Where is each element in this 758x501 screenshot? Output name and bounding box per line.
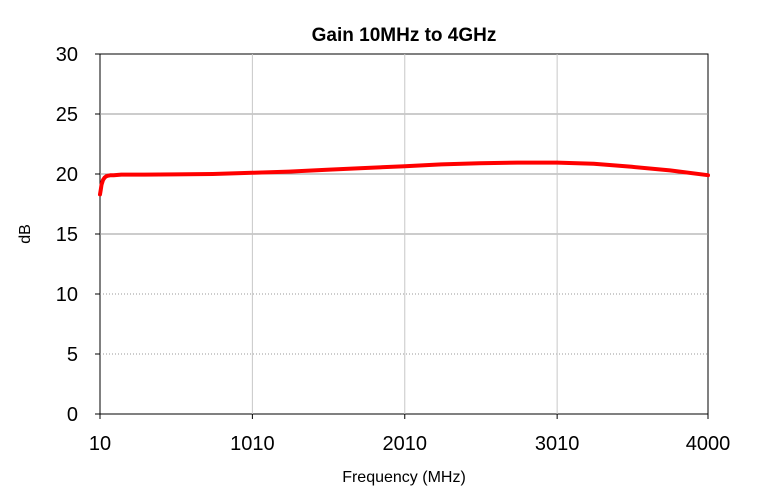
data-point: [99, 188, 103, 192]
data-point: [101, 178, 105, 182]
data-point: [403, 164, 407, 168]
x-axis-label: Frequency (MHz): [342, 469, 466, 486]
data-point: [668, 168, 672, 172]
chart-title: Gain 10MHz to 4GHz: [312, 25, 497, 46]
series-layer: [98, 160, 710, 197]
y-tick-label: 25: [56, 104, 78, 126]
y-tick-label: 20: [56, 164, 78, 186]
data-point: [439, 162, 443, 166]
y-tick-labels: 0 5 10 15 20 25 30: [56, 44, 78, 426]
data-point: [106, 174, 110, 178]
data-point: [630, 165, 634, 169]
data-point: [363, 166, 367, 170]
y-tick-label: 0: [67, 404, 78, 426]
x-tick-label: 4000: [686, 433, 731, 455]
data-point: [173, 172, 177, 176]
data-point: [119, 173, 123, 177]
data-point: [477, 161, 481, 165]
x-tick-label: 2010: [383, 433, 428, 455]
data-point: [250, 171, 254, 175]
y-tick-label: 15: [56, 224, 78, 246]
x-tick-label: 10: [89, 433, 111, 455]
x-tick-label: 3010: [535, 433, 580, 455]
data-point: [211, 172, 215, 176]
data-point: [555, 161, 559, 165]
y-tick-label: 10: [56, 284, 78, 306]
data-point: [142, 173, 146, 177]
data-point: [515, 161, 520, 165]
y-tick-label: 5: [67, 344, 78, 366]
data-point: [112, 173, 116, 177]
x-tick-label: 1010: [230, 433, 275, 455]
data-point: [109, 173, 113, 177]
y-axis-label: dB: [17, 224, 34, 244]
data-point: [706, 173, 710, 177]
data-point: [99, 183, 104, 187]
data-point: [325, 168, 329, 172]
data-point: [98, 192, 102, 196]
data-point: [127, 173, 131, 177]
y-tick-label: 30: [56, 44, 78, 66]
data-point: [592, 162, 596, 166]
data-point: [287, 170, 291, 174]
